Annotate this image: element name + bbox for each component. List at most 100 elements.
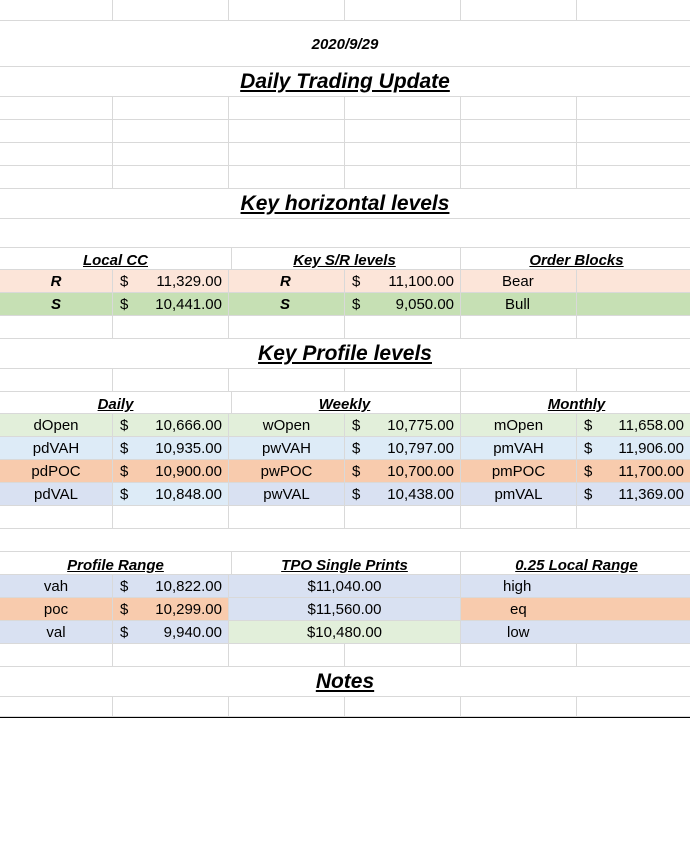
- monthly-label[interactable]: mOpen: [461, 414, 577, 437]
- cell[interactable]: [345, 644, 461, 667]
- profile-range-value[interactable]: $ 10,299.00: [113, 598, 229, 621]
- weekly-value[interactable]: $ 10,775.00: [345, 414, 461, 437]
- cell[interactable]: [113, 644, 229, 667]
- cell[interactable]: [0, 97, 113, 120]
- weekly-header[interactable]: Weekly: [229, 392, 461, 414]
- cell[interactable]: [113, 120, 229, 143]
- local-range-label[interactable]: eq: [461, 598, 690, 621]
- tpo-header[interactable]: TPO Single Prints: [229, 552, 461, 575]
- cell[interactable]: [0, 166, 113, 189]
- report-date[interactable]: 2020/9/29: [0, 21, 690, 67]
- daily-value[interactable]: $ 10,666.00: [113, 414, 229, 437]
- cell[interactable]: [461, 166, 577, 189]
- weekly-label[interactable]: pwVAL: [229, 483, 345, 506]
- cell[interactable]: [113, 97, 229, 120]
- cell[interactable]: [113, 316, 229, 339]
- cell[interactable]: [577, 369, 690, 392]
- cell[interactable]: [345, 120, 461, 143]
- cell[interactable]: [577, 506, 690, 529]
- page-title[interactable]: Daily Trading Update: [0, 67, 690, 97]
- cell[interactable]: [577, 697, 690, 717]
- monthly-value[interactable]: $ 11,658.00: [577, 414, 690, 437]
- cell[interactable]: [577, 143, 690, 166]
- cell[interactable]: [577, 0, 690, 21]
- cell[interactable]: [229, 697, 345, 717]
- weekly-label[interactable]: pwVAH: [229, 437, 345, 460]
- cell[interactable]: [345, 316, 461, 339]
- cell[interactable]: [577, 293, 690, 316]
- monthly-value[interactable]: $ 11,700.00: [577, 460, 690, 483]
- order-blocks-header[interactable]: Order Blocks: [461, 248, 690, 270]
- daily-value[interactable]: $ 10,900.00: [113, 460, 229, 483]
- cell[interactable]: [461, 120, 577, 143]
- cell[interactable]: [0, 143, 113, 166]
- section-title-horizontal[interactable]: Key horizontal levels: [0, 189, 690, 219]
- cell[interactable]: [577, 270, 690, 293]
- local-range-label[interactable]: low: [461, 621, 690, 644]
- local-cc-s-value[interactable]: $ 10,441.00: [113, 293, 229, 316]
- weekly-label[interactable]: wOpen: [229, 414, 345, 437]
- monthly-label[interactable]: pmVAH: [461, 437, 577, 460]
- cell[interactable]: [461, 506, 577, 529]
- cell[interactable]: [461, 369, 577, 392]
- cell[interactable]: [577, 97, 690, 120]
- cell[interactable]: [461, 97, 577, 120]
- cell[interactable]: [0, 219, 690, 248]
- local-cc-r-label[interactable]: R: [0, 270, 113, 293]
- cell[interactable]: [229, 316, 345, 339]
- cell[interactable]: [0, 697, 113, 717]
- profile-range-label[interactable]: val: [0, 621, 113, 644]
- cell[interactable]: [229, 143, 345, 166]
- profile-range-value[interactable]: $ 9,940.00: [113, 621, 229, 644]
- cell[interactable]: [0, 0, 113, 21]
- section-title-profile[interactable]: Key Profile levels: [0, 339, 690, 369]
- cell[interactable]: [345, 0, 461, 21]
- monthly-label[interactable]: pmPOC: [461, 460, 577, 483]
- cell[interactable]: [229, 369, 345, 392]
- daily-label[interactable]: dOpen: [0, 414, 113, 437]
- profile-range-label[interactable]: poc: [0, 598, 113, 621]
- cell[interactable]: [577, 316, 690, 339]
- tpo-value[interactable]: $11,040.00: [229, 575, 461, 598]
- cell[interactable]: [229, 0, 345, 21]
- weekly-value[interactable]: $ 10,438.00: [345, 483, 461, 506]
- local-range-label[interactable]: high: [461, 575, 690, 598]
- tpo-value[interactable]: $10,480.00: [229, 621, 461, 644]
- tpo-value[interactable]: $11,560.00: [229, 598, 461, 621]
- cell[interactable]: [113, 506, 229, 529]
- key-sr-s-value[interactable]: $ 9,050.00: [345, 293, 461, 316]
- profile-range-header[interactable]: Profile Range: [0, 552, 232, 575]
- cell[interactable]: [345, 697, 461, 717]
- cell[interactable]: [229, 97, 345, 120]
- daily-header[interactable]: Daily: [0, 392, 232, 414]
- daily-label[interactable]: pdVAH: [0, 437, 113, 460]
- weekly-label[interactable]: pwPOC: [229, 460, 345, 483]
- cell[interactable]: [113, 0, 229, 21]
- cell[interactable]: [461, 316, 577, 339]
- cell[interactable]: [345, 166, 461, 189]
- daily-label[interactable]: pdVAL: [0, 483, 113, 506]
- cell[interactable]: [113, 166, 229, 189]
- order-block-bull[interactable]: Bull: [461, 293, 577, 316]
- cell[interactable]: [229, 506, 345, 529]
- cell[interactable]: [345, 506, 461, 529]
- cell[interactable]: [577, 166, 690, 189]
- cell[interactable]: [461, 143, 577, 166]
- key-sr-s-label[interactable]: S: [229, 293, 345, 316]
- key-sr-r-value[interactable]: $ 11,100.00: [345, 270, 461, 293]
- cell[interactable]: [0, 316, 113, 339]
- key-sr-header[interactable]: Key S/R levels: [229, 248, 461, 270]
- cell[interactable]: [345, 97, 461, 120]
- local-cc-s-label[interactable]: S: [0, 293, 113, 316]
- cell[interactable]: [113, 697, 229, 717]
- profile-range-value[interactable]: $ 10,822.00: [113, 575, 229, 598]
- key-sr-r-label[interactable]: R: [229, 270, 345, 293]
- monthly-value[interactable]: $ 11,906.00: [577, 437, 690, 460]
- weekly-value[interactable]: $ 10,700.00: [345, 460, 461, 483]
- cell[interactable]: [461, 0, 577, 21]
- cell[interactable]: [0, 120, 113, 143]
- cell[interactable]: [0, 644, 113, 667]
- cell[interactable]: [229, 644, 345, 667]
- local-cc-r-value[interactable]: $ 11,329.00: [113, 270, 229, 293]
- cell[interactable]: [345, 369, 461, 392]
